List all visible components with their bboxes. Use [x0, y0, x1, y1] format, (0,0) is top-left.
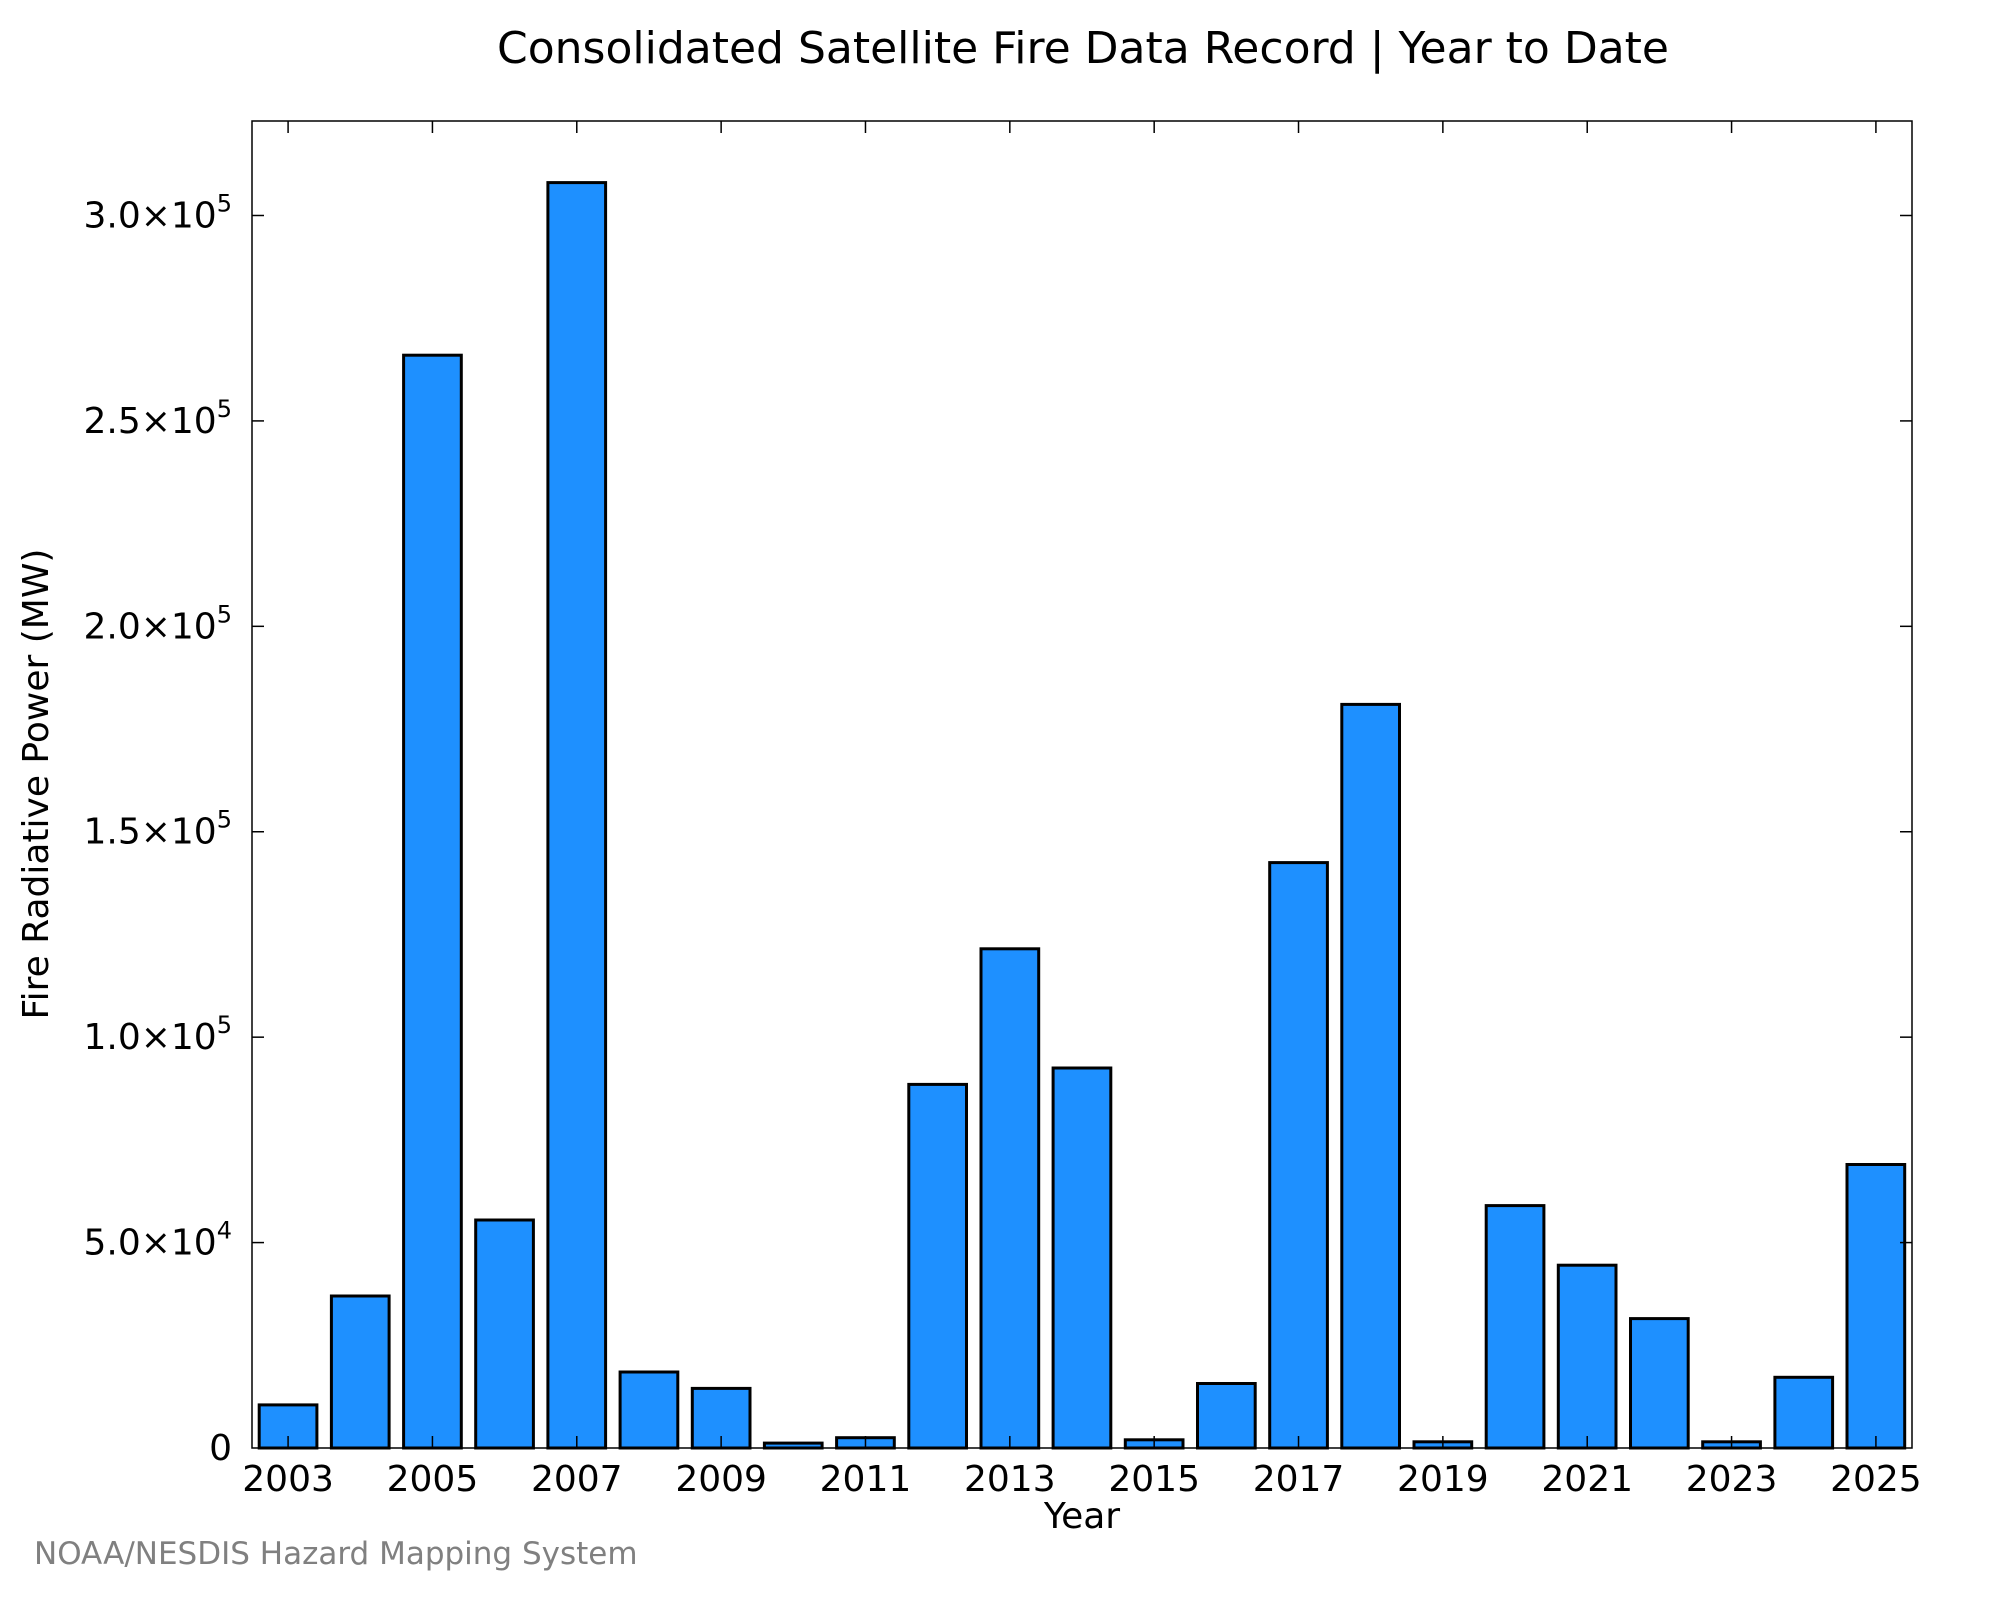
- x-tick-label-2011: 2011: [820, 1459, 912, 1500]
- y-tick-label-300000: 3.0×105: [83, 189, 232, 236]
- bar-2022: [1629, 1317, 1690, 1450]
- x-tick-label-2017: 2017: [1253, 1459, 1345, 1500]
- x-tick-label-2025: 2025: [1830, 1459, 1922, 1500]
- x-tick-labels: 2003 2005 2007 2009 2011 2013 2015 2017 2019 2021…: [242, 1459, 1921, 1500]
- y-tick-label-100000: 1.0×105: [83, 1011, 232, 1058]
- bar-2017: [1268, 861, 1329, 1450]
- bar-2020: [1484, 1204, 1546, 1450]
- y-tick-label-0: 0: [209, 1428, 232, 1469]
- x-tick-label-2021: 2021: [1541, 1459, 1633, 1500]
- y-tick-label-150000: 1.5×105: [83, 806, 232, 853]
- y-tick-label-250000: 2.5×105: [83, 395, 232, 442]
- plot-frame: [251, 120, 1913, 1449]
- bar-2006: [474, 1218, 535, 1450]
- bars-group: [257, 181, 1907, 1450]
- bar-2018: [1340, 702, 1402, 1450]
- x-tick-label-2005: 2005: [387, 1459, 479, 1500]
- y-tick-labels: 0 5.0×104 1.0×105 1.5×105 2.0×105 2.5×105 3.0×…: [83, 189, 232, 1469]
- x-tick-label-2013: 2013: [964, 1459, 1056, 1500]
- bar-2021: [1556, 1263, 1618, 1450]
- y-tick-label-50000: 5.0×104: [83, 1217, 232, 1264]
- source-credit: NOAA/NESDIS Hazard Mapping System: [34, 1536, 638, 1572]
- bar-2016: [1196, 1382, 1257, 1450]
- bar-2024: [1773, 1375, 1835, 1450]
- bar-2025: [1845, 1163, 1907, 1450]
- bar-2012: [907, 1082, 968, 1450]
- bar-2014: [1051, 1066, 1113, 1450]
- bar-2007: [546, 181, 608, 1450]
- y-tick-label-200000: 2.0×105: [83, 600, 232, 647]
- bar-2008: [618, 1370, 680, 1450]
- bar-2013: [979, 947, 1041, 1450]
- chart-title: Consolidated Satellite Fire Data Record …: [497, 23, 1669, 74]
- x-tick-label-2009: 2009: [675, 1459, 767, 1500]
- bar-2005: [402, 353, 463, 1450]
- x-tick-label-2023: 2023: [1686, 1459, 1778, 1500]
- x-tick-label-2015: 2015: [1108, 1459, 1200, 1500]
- ticks-group: [252, 121, 1912, 1448]
- y-axis-label: Fire Radiative Power (MW): [16, 549, 57, 1020]
- x-tick-label-2007: 2007: [531, 1459, 623, 1500]
- bar-2004: [329, 1294, 391, 1450]
- x-tick-label-2019: 2019: [1397, 1459, 1489, 1500]
- x-axis-label: Year: [1043, 1496, 1120, 1537]
- x-tick-label-2003: 2003: [242, 1459, 334, 1500]
